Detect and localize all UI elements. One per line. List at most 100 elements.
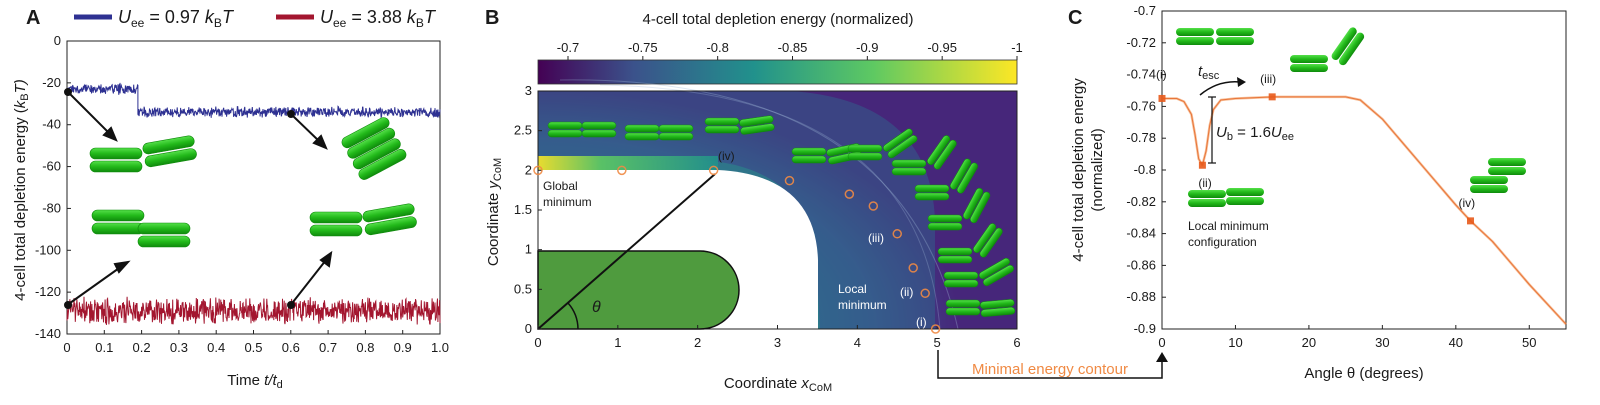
x-tick-label-b: 0 <box>534 335 541 350</box>
contour-point <box>784 175 795 186</box>
y-tick-label-a: -60 <box>42 159 61 174</box>
arrow-dot-2 <box>287 110 295 118</box>
angle-ray <box>537 173 716 330</box>
legend-a: Uee = 0.97 kBT Uee = 3.88 kBT <box>74 7 437 30</box>
y-tick-label-b: 2 <box>525 162 532 177</box>
y-tick-label-c: -0.72 <box>1126 35 1156 50</box>
colorbar-ticks: -0.7 -0.75 -0.8 -0.85 -0.9 -0.95 -1 <box>557 40 1023 60</box>
rod-config <box>937 223 1003 264</box>
y-axis-label-b: Coordinate yCoM <box>485 158 504 266</box>
contour-point <box>908 263 918 273</box>
x-tick-label-a: 0.1 <box>95 340 113 355</box>
y-tick-label-a: -80 <box>42 200 61 215</box>
contour-connector: Minimal energy contour <box>937 350 1168 379</box>
x-tick-label-a: 0.6 <box>282 340 300 355</box>
axes-c: 0 10 20 30 40 50 -0.7 -0.72 -0.74 -0.76 -0.78 -0.8 -… <box>1126 3 1536 350</box>
global-minimum-label-2: minimum <box>543 195 592 209</box>
rod-config <box>943 258 1014 288</box>
legend-label-2: Uee = 3.88 kBT <box>320 7 437 30</box>
x-tick-label-b: 5 <box>934 335 941 350</box>
y-axis-label-a: 4-cell total depletion energy (kBT) <box>12 79 31 301</box>
colorbar-title: 4-cell total depletion energy (normalize… <box>643 11 914 28</box>
colorbar <box>537 59 1018 85</box>
marker-point <box>1467 217 1475 225</box>
axes-a: 0 0.1 0.2 0.3 0.4 0.5 0.6 0.7 0.8 0.9 1.0 0 -20 -40 -6… <box>35 33 449 355</box>
y-tick-label-c: -0.82 <box>1126 194 1156 209</box>
series-a <box>66 82 441 325</box>
x-tick-label-b: 6 <box>1013 335 1020 350</box>
y-tick-label-b: 0 <box>525 321 532 336</box>
x-tick-label-a: 0.4 <box>207 340 225 355</box>
marker-point <box>1198 161 1206 169</box>
rod-config <box>891 135 957 176</box>
cell-shape <box>537 250 740 330</box>
x-tick-label-b: 3 <box>774 335 781 350</box>
point-label-iv-b: (iv) <box>718 149 735 163</box>
x-tick-label-b: 4 <box>854 335 861 350</box>
marker-label: (iv) <box>1459 196 1476 210</box>
local-min-config-2: configuration <box>1188 235 1257 249</box>
rod-config <box>914 158 978 201</box>
x-tick-label-a: 0.2 <box>133 340 151 355</box>
colorbar-tick-label: -0.7 <box>557 40 579 55</box>
rod-config-iii <box>1290 27 1365 72</box>
x-axis-label-a: Time t/td <box>227 372 283 391</box>
y-axis-label-c-1: 4-cell total depletion energy <box>1070 78 1087 262</box>
rod-cluster-a3 <box>91 209 191 248</box>
y-tick-label-a: -140 <box>35 326 61 341</box>
x-tick-label-c: 0 <box>1158 335 1165 350</box>
escape-arrow-head <box>1237 77 1246 87</box>
arrow-dot-4 <box>287 301 295 309</box>
x-tick-label-c: 50 <box>1522 335 1536 350</box>
rod-cluster-a2 <box>341 117 407 180</box>
x-tick-label-a: 0.9 <box>394 340 412 355</box>
x-tick-label-b: 2 <box>694 335 701 350</box>
x-axis-label-b: Coordinate xCoM <box>724 375 832 394</box>
series-line-1 <box>66 296 441 325</box>
rod-cluster-a4 <box>309 203 417 237</box>
colorbar-tick-label: -1 <box>1011 40 1023 55</box>
x-tick-label-b: 1 <box>614 335 621 350</box>
point-label-ii-b: (ii) <box>900 285 913 299</box>
plot-frame-a <box>66 40 441 335</box>
x-tick-label-c: 40 <box>1449 335 1463 350</box>
y-tick-label-a: 0 <box>54 33 61 48</box>
barrier-label: Ub = 1.6Uee <box>1216 124 1294 143</box>
y-tick-label-c: -0.78 <box>1126 130 1156 145</box>
y-tick-label-a: -40 <box>42 117 61 132</box>
y-tick-label-b: 0.5 <box>514 281 532 296</box>
barrier-bracket <box>1208 96 1216 164</box>
x-tick-label-c: 20 <box>1302 335 1316 350</box>
marker-point <box>1268 93 1276 101</box>
x-tick-label-a: 1.0 <box>431 340 449 355</box>
y-tick-label-c: -0.7 <box>1134 3 1156 18</box>
panel-letter-a: A <box>26 7 40 29</box>
y-tick-label-a: -100 <box>35 242 61 257</box>
y-tick-label-a: -20 <box>42 75 61 90</box>
rod-config <box>547 121 617 138</box>
series-c: (i) (ii) (iii) (iv) <box>1156 67 1567 326</box>
colorbar-tick-label: -0.75 <box>628 40 658 55</box>
contour-point <box>533 165 543 176</box>
panel-b: B 4-cell total depletion energy (normali… <box>485 7 1168 394</box>
x-tick-label-c: 10 <box>1228 335 1242 350</box>
axes-b: 0 1 2 3 4 5 6 0 0.5 1 1.5 2 2.5 3 <box>514 83 1021 350</box>
rod-config <box>847 128 918 161</box>
contour-label: Minimal energy contour <box>972 361 1128 378</box>
x-axis-label-c: Angle θ (degrees) <box>1304 365 1423 382</box>
local-min-config-1: Local minimum <box>1188 219 1269 233</box>
y-tick-label-b: 2.5 <box>514 123 532 138</box>
rod-config <box>704 115 775 135</box>
contour-point <box>868 201 879 211</box>
marker-label: (i) <box>1156 67 1167 81</box>
x-tick-label-a: 0.3 <box>170 340 188 355</box>
contour-point <box>930 324 941 334</box>
global-minimum-label-1: Global <box>543 179 578 193</box>
rod-config <box>624 124 694 141</box>
escape-arrow <box>1199 81 1241 96</box>
local-minimum-label-1: Local <box>838 282 867 296</box>
y-tick-label-b: 1 <box>525 242 532 257</box>
y-tick-label-a: -120 <box>35 284 61 299</box>
y-tick-label-c: -0.84 <box>1126 226 1156 241</box>
